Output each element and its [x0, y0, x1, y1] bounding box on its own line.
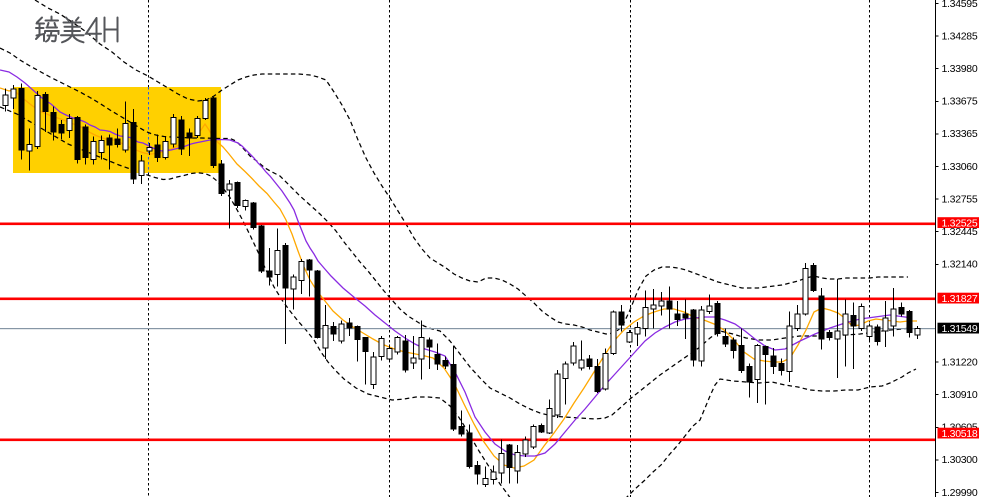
svg-text:1.30910: 1.30910 — [942, 389, 978, 401]
svg-text:1.33365: 1.33365 — [942, 128, 978, 140]
svg-text:1.29990: 1.29990 — [942, 487, 978, 497]
svg-text:1.34595: 1.34595 — [942, 0, 978, 10]
svg-text:1.32525: 1.32525 — [942, 217, 978, 229]
svg-text:1.32755: 1.32755 — [942, 193, 978, 205]
svg-text:1.31827: 1.31827 — [942, 293, 978, 305]
svg-text:1.33980: 1.33980 — [942, 63, 978, 75]
svg-text:1.30300: 1.30300 — [942, 454, 978, 466]
svg-text:1.32140: 1.32140 — [942, 259, 978, 271]
svg-text:1.33675: 1.33675 — [942, 96, 978, 108]
svg-text:1.32445: 1.32445 — [942, 226, 978, 238]
svg-text:1.34285: 1.34285 — [942, 30, 978, 42]
svg-text:1.30518: 1.30518 — [942, 428, 978, 440]
svg-text:1.31220: 1.31220 — [942, 356, 978, 368]
svg-text:1.33060: 1.33060 — [942, 161, 978, 173]
svg-text:1.31549: 1.31549 — [942, 323, 978, 335]
